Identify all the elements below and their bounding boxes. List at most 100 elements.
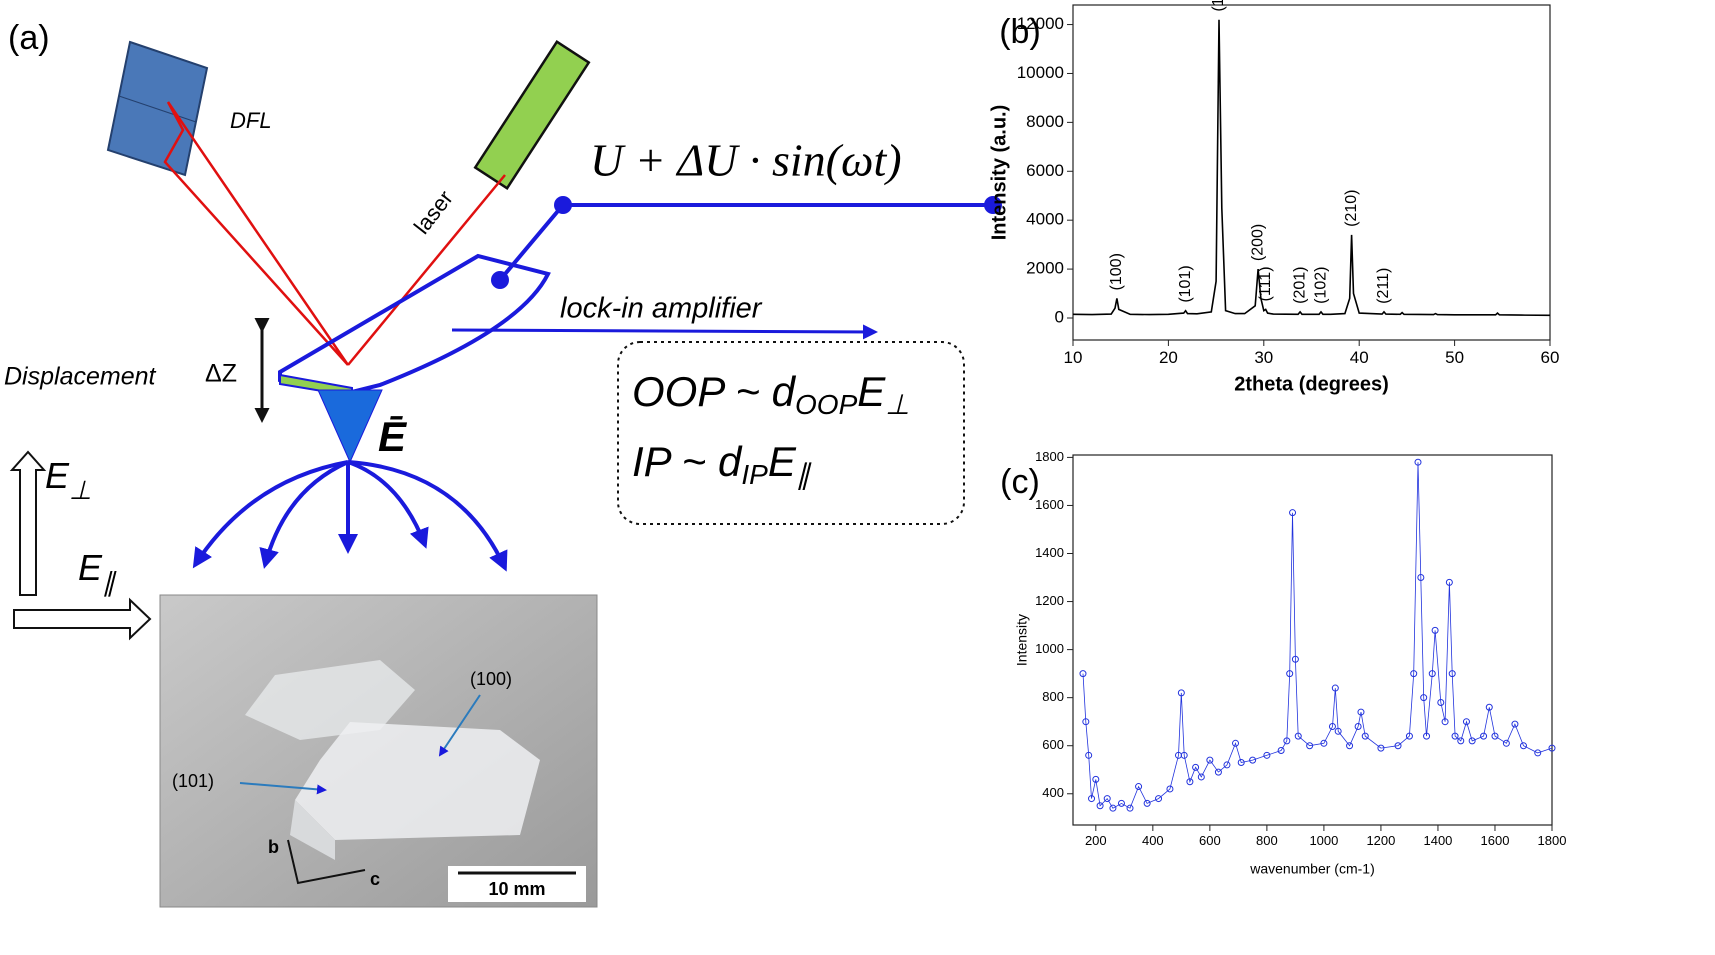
data-point [1096, 802, 1104, 810]
y-tick-label: 6000 [1026, 161, 1064, 180]
data-point [1306, 742, 1314, 750]
ip-sub2: ∥ [796, 459, 812, 490]
data-point [1334, 727, 1342, 735]
panel-label: (c) [1000, 463, 1040, 501]
data-point [1186, 778, 1194, 786]
panel-label: (b) [999, 13, 1041, 51]
data-point [1082, 718, 1090, 726]
data-point [1135, 783, 1143, 791]
pointer [438, 694, 481, 757]
x-tick-label: 1600 [1481, 833, 1510, 848]
laser-beam [347, 174, 506, 366]
e-perp-arrow [9, 450, 47, 596]
data-point [1410, 670, 1418, 678]
y-tick-label: 1000 [1035, 641, 1064, 656]
ip-a: IP ~ d [632, 438, 743, 485]
plot-frame [1072, 4, 1551, 341]
peak-label: (101) [1177, 265, 1194, 302]
data-point [1088, 795, 1096, 803]
data-line [1072, 19, 1551, 317]
data-point [1177, 689, 1185, 697]
lockin-arrow [451, 324, 878, 340]
tip [317, 389, 383, 464]
e-par-sub: ∥ [102, 567, 117, 597]
scale-label: 10 mm [488, 879, 545, 899]
y-tick-label: 8000 [1026, 112, 1064, 131]
data-point [1283, 737, 1291, 745]
data-point [1085, 751, 1093, 759]
x-axis-label: wavenumber (cm-1) [1249, 861, 1374, 877]
data-point [1534, 749, 1542, 757]
photo: (100) (101) b c 10 mm [159, 594, 598, 908]
e-perp-label: E⊥ [45, 455, 92, 505]
plot-frame [1072, 454, 1553, 826]
data-point [1377, 744, 1385, 752]
panel-label: (a) [8, 19, 50, 57]
x-tick-label: 1400 [1423, 833, 1452, 848]
y-axis-label: Intensity [1014, 614, 1030, 666]
data-line [1082, 462, 1553, 809]
voltage-label: U + ΔU · sin(ωt) [590, 135, 902, 186]
data-point [1519, 742, 1527, 750]
ip-sub: IP [741, 459, 768, 490]
peak-label: (210) [1343, 189, 1360, 226]
y-tick-label: 600 [1042, 737, 1064, 752]
chart: (c) 200 400 600 800 1000 1200 1400 1600 1800 400 60… [1000, 449, 1566, 877]
x-tick-label: 20 [1159, 348, 1178, 367]
data-point [1502, 739, 1510, 747]
oop-sub2: ⊥ [885, 389, 909, 420]
field-lines [192, 460, 508, 572]
crystal-face [290, 800, 335, 860]
data-point [1448, 670, 1456, 678]
x-tick-label: 1000 [1309, 833, 1338, 848]
x-tick-label: 10 [1064, 348, 1083, 367]
data-point [1441, 718, 1449, 726]
e-par-base: E [78, 547, 103, 588]
data-point [1468, 737, 1476, 745]
y-tick-label: 400 [1042, 785, 1064, 800]
oop-sub: OOP [795, 389, 858, 420]
oop-e: E [857, 368, 886, 415]
peak-label: (201) [1291, 267, 1308, 304]
data-point [1420, 694, 1428, 702]
peak-label: (111) [1257, 266, 1274, 301]
data-point [1414, 458, 1422, 466]
data-point [1206, 756, 1214, 764]
y-axis-label: Intensity (a.u.) [988, 105, 1010, 241]
pointer [239, 782, 327, 795]
x-tick-label: 60 [1541, 348, 1560, 367]
data-point [1117, 799, 1125, 807]
data-point [1328, 722, 1336, 730]
wire [498, 203, 993, 282]
e-par-label: E∥ [78, 547, 117, 597]
x-axis-label: 2theta (degrees) [1234, 373, 1389, 395]
peak-label: (110) [1210, 0, 1227, 12]
data-point [1462, 718, 1470, 726]
data-point [1445, 578, 1453, 586]
data-point [1354, 722, 1362, 730]
data-point [1548, 744, 1556, 752]
data-point [1197, 773, 1205, 781]
data-point [1294, 732, 1302, 740]
peak-label: (200) [1249, 224, 1266, 261]
data-point [1491, 732, 1499, 740]
data-point [1126, 804, 1134, 812]
x-tick-label: 200 [1085, 833, 1107, 848]
e-perp-sub: ⊥ [69, 475, 92, 505]
data-point [1223, 761, 1231, 769]
face-100: (100) [470, 669, 512, 689]
peak-label: (102) [1312, 267, 1329, 304]
x-tick-label: 600 [1199, 833, 1221, 848]
x-tick-label: 30 [1254, 348, 1273, 367]
crystal [295, 722, 540, 840]
data-point [1511, 720, 1519, 728]
y-tick-label: 1800 [1035, 449, 1064, 464]
y-tick-label: 2000 [1026, 259, 1064, 278]
data-point [1357, 708, 1365, 716]
x-tick-label: 800 [1256, 833, 1278, 848]
peak-label: (211) [1375, 268, 1392, 304]
data-point [1092, 775, 1100, 783]
y-tick-label: 0 [1055, 307, 1064, 326]
data-point [1166, 785, 1174, 793]
